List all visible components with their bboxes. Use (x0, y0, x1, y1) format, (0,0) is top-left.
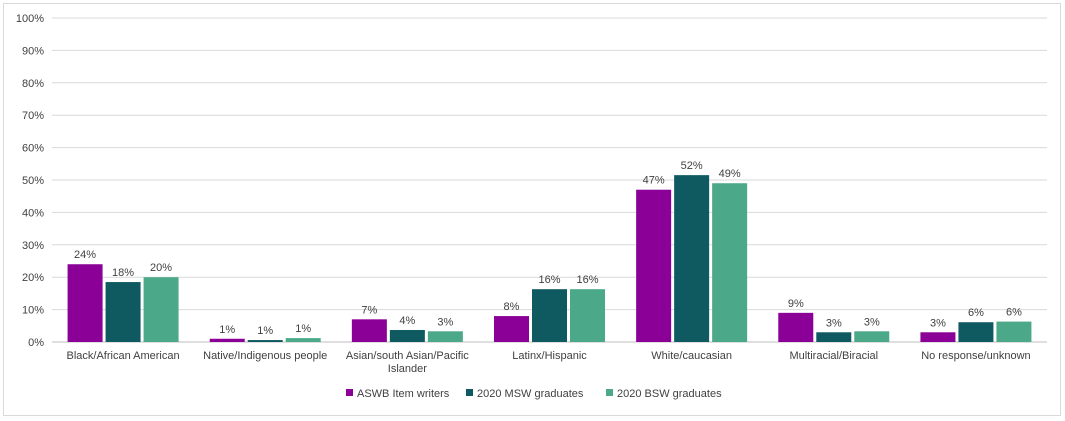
bar (143, 277, 179, 342)
legend-label: 2020 BSW graduates (617, 388, 722, 400)
bar (570, 289, 605, 342)
y-axis: 0% 10% 20% 30% 40% 50% 60% 70% 80% 90% 100% (16, 13, 44, 349)
bar (778, 312, 814, 342)
y-tick-label: 50% (22, 175, 44, 187)
data-label: 1% (257, 325, 273, 337)
legend-swatch (346, 389, 353, 396)
data-label: 20% (150, 262, 172, 274)
bar (920, 332, 956, 342)
data-label: 3% (930, 317, 946, 329)
legend-swatch (606, 389, 613, 396)
y-tick-label: 0% (28, 337, 44, 349)
data-label: 3% (826, 317, 842, 329)
y-tick-label: 100% (16, 13, 44, 25)
bar (854, 331, 890, 342)
category-label: Native/Indigenous people (203, 350, 327, 362)
y-tick-label: 90% (22, 45, 44, 57)
bar (996, 321, 1032, 342)
bar (636, 189, 672, 342)
bar (532, 289, 567, 342)
y-tick-label: 70% (22, 110, 44, 122)
data-label: 52% (681, 160, 703, 172)
data-label: 6% (1006, 307, 1022, 319)
data-label: 3% (864, 316, 880, 328)
legend-swatch (466, 389, 473, 396)
legend-label: 2020 MSW graduates (477, 388, 584, 400)
bar (389, 330, 425, 342)
data-label: 7% (361, 304, 377, 316)
y-tick-label: 40% (22, 207, 44, 219)
data-label: 8% (504, 301, 520, 313)
x-axis: Black/African American Native/Indigenous … (67, 350, 1031, 375)
bar (285, 338, 321, 342)
data-label: 6% (968, 307, 984, 319)
data-label: 1% (295, 323, 311, 335)
bar (958, 322, 994, 342)
data-label: 16% (576, 274, 598, 286)
data-label: 49% (719, 168, 741, 180)
bar (674, 175, 710, 342)
bar (816, 332, 852, 342)
bar (427, 331, 463, 342)
bar (105, 282, 141, 342)
data-label: 9% (788, 298, 804, 310)
chart-frame (3, 3, 1061, 416)
legend-label: ASWB Item writers (357, 388, 450, 400)
y-tick-label: 30% (22, 240, 44, 252)
category-label: Latinx/Hispanic (512, 350, 587, 362)
data-label: 24% (74, 249, 96, 261)
bar (67, 264, 103, 342)
category-label: White/caucasian (651, 350, 732, 362)
bar (351, 319, 387, 342)
category-label: Black/African American (67, 350, 180, 362)
y-tick-label: 10% (22, 305, 44, 317)
legend: ASWB Item writers 2020 MSW graduates 2020 … (346, 388, 722, 400)
data-labels: 24% 18% 20% 1% 1% 1% 7% 4% 3% 8% 16% 16% 47% 52% 49% 9%… (74, 160, 1022, 337)
data-label: 47% (643, 175, 665, 187)
data-label: 3% (437, 316, 453, 328)
y-tick-label: 20% (22, 272, 44, 284)
y-tick-label: 60% (22, 143, 44, 155)
bar (712, 183, 748, 342)
bar (494, 316, 529, 342)
data-label: 16% (538, 274, 560, 286)
category-label: No response/unknown (921, 350, 1030, 362)
y-tick-label: 80% (22, 78, 44, 90)
category-label: Islander (388, 363, 427, 375)
data-label: 18% (112, 267, 134, 279)
bars (67, 175, 1032, 342)
bar (209, 338, 245, 342)
category-label: Multiracial/Biracial (789, 350, 878, 362)
data-label: 4% (399, 315, 415, 327)
bar (247, 340, 283, 342)
data-label: 1% (219, 324, 235, 336)
category-label: Asian/south Asian/Pacific (346, 350, 469, 362)
